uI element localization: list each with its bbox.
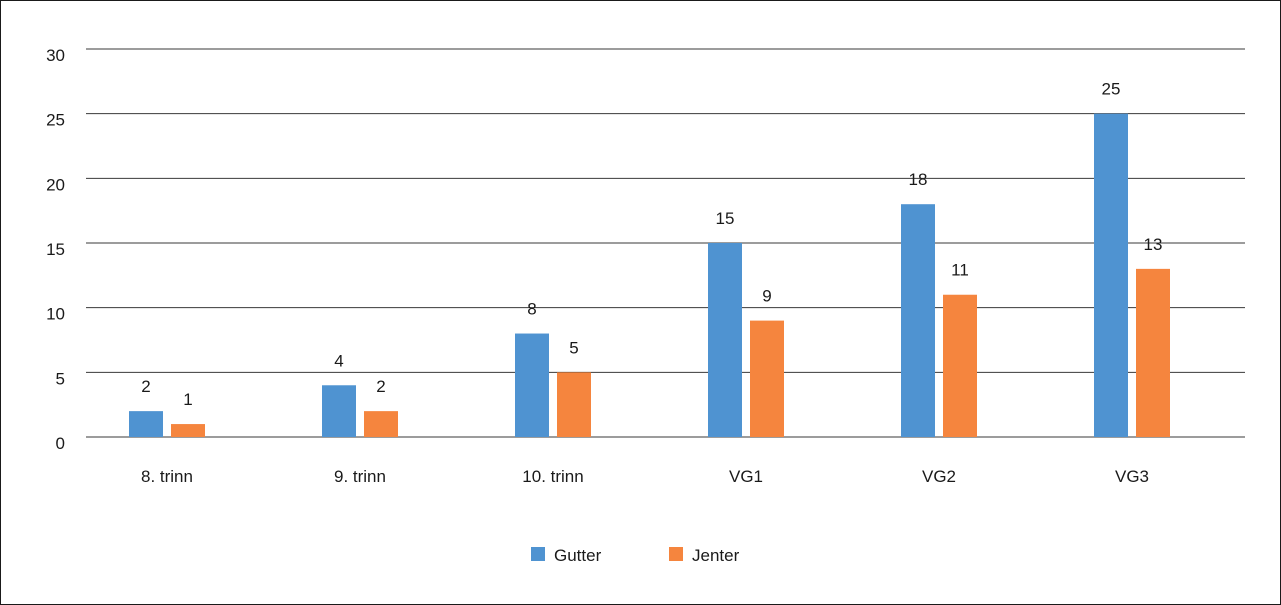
data-label: 11	[951, 261, 969, 280]
x-axis-ticks: 8. trinn 9. trinn 10. trinn VG1 VG2 VG3	[141, 467, 1149, 486]
x-tick-label: VG3	[1115, 467, 1149, 486]
bar-jenter	[364, 411, 398, 437]
bar-gutter	[708, 243, 742, 437]
y-tick-label: 25	[46, 111, 65, 130]
legend-label: Jenter	[692, 546, 740, 565]
bar-jenter	[557, 372, 591, 437]
legend-label: Gutter	[554, 546, 602, 565]
data-label: 18	[909, 170, 928, 189]
y-tick-label: 10	[46, 305, 65, 324]
data-label: 9	[762, 287, 771, 306]
y-tick-label: 5	[56, 369, 65, 388]
bar-jenter	[1136, 268, 1170, 437]
legend-swatch-jenter	[669, 547, 683, 561]
data-label: 13	[1144, 235, 1163, 254]
bar-jenter	[171, 424, 205, 437]
legend: Gutter Jenter	[531, 546, 740, 565]
data-label: 15	[716, 209, 735, 228]
bars	[129, 113, 1170, 438]
x-tick-label: 10. trinn	[522, 467, 583, 486]
bar-jenter	[943, 294, 977, 437]
x-tick-label: VG2	[922, 467, 956, 486]
x-tick-label: VG1	[729, 467, 763, 486]
data-label: 25	[1102, 80, 1121, 99]
legend-swatch-gutter	[531, 547, 545, 561]
bar-gutter	[901, 204, 935, 437]
x-tick-label: 9. trinn	[334, 467, 386, 486]
y-tick-label: 15	[46, 240, 65, 259]
data-label: 8	[527, 300, 536, 319]
data-label: 4	[334, 351, 343, 370]
x-tick-label: 8. trinn	[141, 467, 193, 486]
data-label: 5	[569, 338, 578, 357]
y-tick-label: 20	[46, 175, 65, 194]
data-label: 2	[141, 377, 150, 396]
y-tick-label: 30	[46, 46, 65, 65]
data-label: 1	[183, 390, 192, 409]
bar-gutter	[515, 333, 549, 437]
y-tick-label: 0	[56, 434, 65, 453]
bar-jenter	[750, 320, 784, 437]
data-label: 2	[376, 377, 385, 396]
data-labels: 2 1 4 2 8 5 15 9 18 11 25 13	[141, 80, 1162, 409]
y-axis-ticks: 0 5 10 15 20 25 30	[46, 46, 65, 453]
bar-gutter	[322, 385, 356, 437]
gridlines	[86, 48, 1245, 438]
bar-gutter	[1094, 113, 1128, 438]
bar-gutter	[129, 411, 163, 437]
